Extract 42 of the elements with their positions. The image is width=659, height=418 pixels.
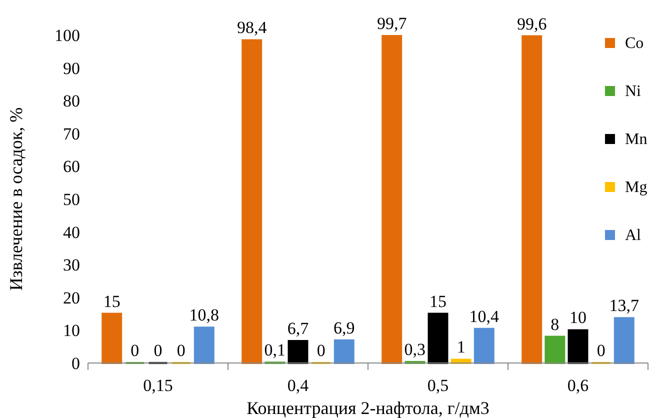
legend-label: Al [625, 227, 642, 244]
y-axis-title: Извлечение в осадок, % [6, 107, 26, 291]
data-label: 99,6 [516, 14, 547, 34]
data-label: 8 [550, 314, 560, 334]
y-tick-label: 90 [63, 58, 80, 78]
data-label: 0,1 [264, 340, 286, 360]
data-label: 10,4 [469, 306, 500, 326]
data-label: 6,7 [287, 319, 310, 338]
data-label: 98,4 [236, 18, 268, 38]
data-label: 0 [596, 341, 606, 360]
data-label: 10 [570, 308, 586, 328]
legend-label: Co [625, 35, 644, 52]
legend-label: Mn [625, 131, 648, 148]
x-tick-label: 0,6 [567, 376, 589, 395]
data-label: 15 [103, 292, 120, 311]
y-tick-label: 20 [63, 288, 80, 308]
y-tick-label: 60 [63, 157, 80, 176]
data-label: 13,7 [609, 296, 640, 316]
legend-label: Mg [625, 179, 648, 196]
data-label: 0 [316, 341, 326, 360]
y-tick-label: 50 [63, 190, 80, 209]
data-label: 6,9 [334, 318, 355, 338]
y-tick-label: 80 [63, 92, 80, 111]
data-label: 0 [176, 341, 186, 360]
y-tick-label: 30 [63, 256, 80, 275]
data-label: 10,8 [189, 306, 220, 325]
y-tick-label: 70 [63, 124, 80, 144]
x-tick-label: 0,15 [143, 376, 173, 395]
x-tick-label: 0,4 [287, 376, 310, 395]
y-tick-label: 0 [72, 354, 80, 373]
x-tick-label: 0,5 [427, 376, 449, 395]
data-label: 0,3 [404, 340, 426, 360]
data-label: 1 [456, 338, 466, 357]
data-label: 99,7 [376, 14, 408, 33]
data-label: 0 [154, 341, 162, 360]
y-tick-label: 40 [63, 222, 80, 242]
x-axis-title: Концентрация 2-нафтола, г/дм3 [246, 398, 490, 418]
y-tick-label: 10 [63, 321, 80, 340]
data-label: 0 [130, 341, 140, 360]
data-label: 15 [430, 292, 446, 311]
legend-label: Ni [625, 83, 642, 100]
y-tick-label: 100 [54, 26, 80, 45]
